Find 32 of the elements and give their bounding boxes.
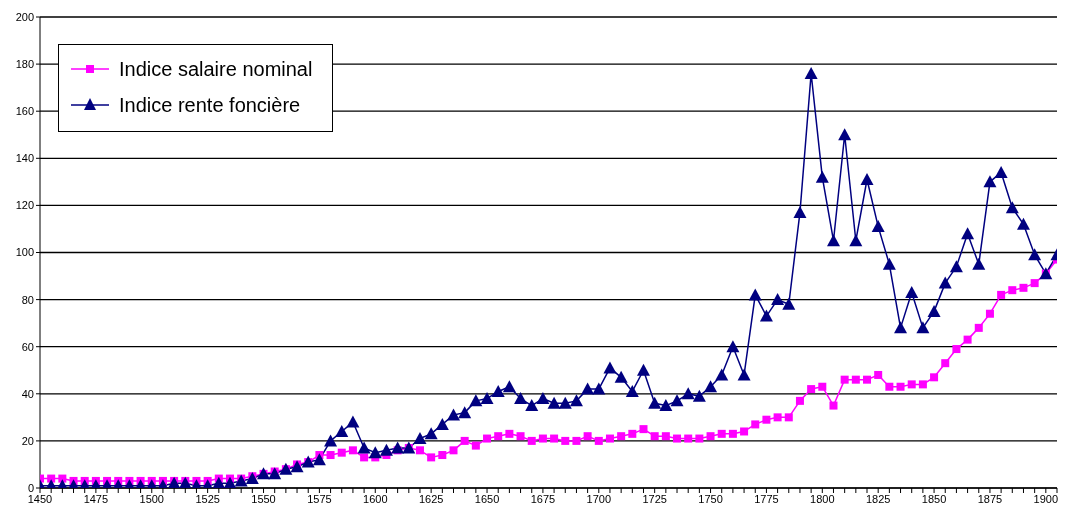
x-tick-label: 1525 — [195, 492, 220, 505]
y-tick-label: 160 — [15, 105, 34, 118]
x-tick-label: 1575 — [307, 492, 332, 505]
x-tick-label: 1500 — [139, 492, 164, 505]
y-tick-label: 20 — [21, 434, 34, 447]
y-tick-label: 100 — [15, 246, 34, 259]
x-tick-label: 1475 — [83, 492, 109, 505]
x-tick-label: 1900 — [1033, 492, 1059, 505]
x-tick-label: 1750 — [698, 492, 723, 505]
y-tick-label: 140 — [15, 152, 34, 165]
x-tick-label: 1600 — [363, 492, 388, 505]
x-tick-label: 1800 — [810, 492, 835, 505]
x-tick-label: 1725 — [642, 492, 667, 505]
y-tick-label: 0 — [27, 481, 34, 494]
y-tick-label: 60 — [21, 340, 34, 353]
y-tick-label: 200 — [15, 10, 34, 23]
x-tick-label: 1650 — [474, 492, 500, 505]
x-tick-label: 1850 — [921, 492, 947, 505]
y-tick-label: 120 — [15, 199, 34, 212]
x-tick-label: 1675 — [530, 492, 556, 505]
x-tick-label: 1450 — [27, 492, 53, 505]
x-tick-label: 1700 — [586, 492, 612, 505]
x-tick-label: 1825 — [865, 492, 891, 505]
x-tick-label: 1875 — [977, 492, 1003, 505]
legend-label: Indice rente foncière — [119, 93, 301, 117]
legend-label: Indice salaire nominal — [119, 57, 313, 81]
y-tick-label: 40 — [21, 387, 34, 400]
y-tick-label: 80 — [21, 293, 34, 306]
x-tick-label: 1550 — [251, 492, 276, 505]
y-tick-label: 180 — [15, 58, 34, 70]
x-tick-label: 1775 — [754, 492, 779, 505]
x-tick-label: 1625 — [418, 492, 444, 505]
